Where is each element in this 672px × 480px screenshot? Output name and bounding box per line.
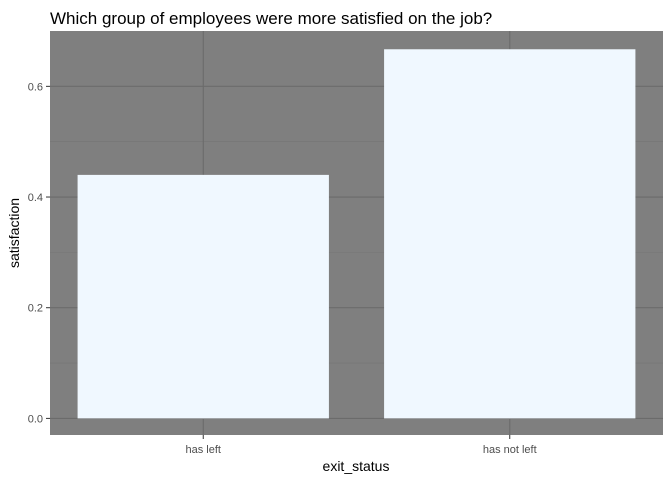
y-tick-label: 0.0 (28, 413, 43, 425)
x-tick-label: has left (186, 444, 221, 456)
y-axis-ticks: 0.0 0.2 0.4 0.6 (28, 81, 50, 425)
x-axis-title: exit_status (323, 458, 390, 474)
x-tick-label: has not left (483, 444, 537, 456)
bars (77, 49, 636, 419)
x-axis-ticks: has left has not left (186, 435, 537, 456)
bar-has-left (77, 174, 329, 419)
bar-has-not-left (384, 49, 636, 419)
y-tick-label: 0.6 (28, 81, 43, 93)
y-tick-label: 0.2 (28, 303, 43, 315)
y-axis-title: satisfaction (6, 198, 22, 268)
chart-title: Which group of employees were more satis… (50, 9, 492, 28)
y-tick-label: 0.4 (28, 192, 43, 204)
